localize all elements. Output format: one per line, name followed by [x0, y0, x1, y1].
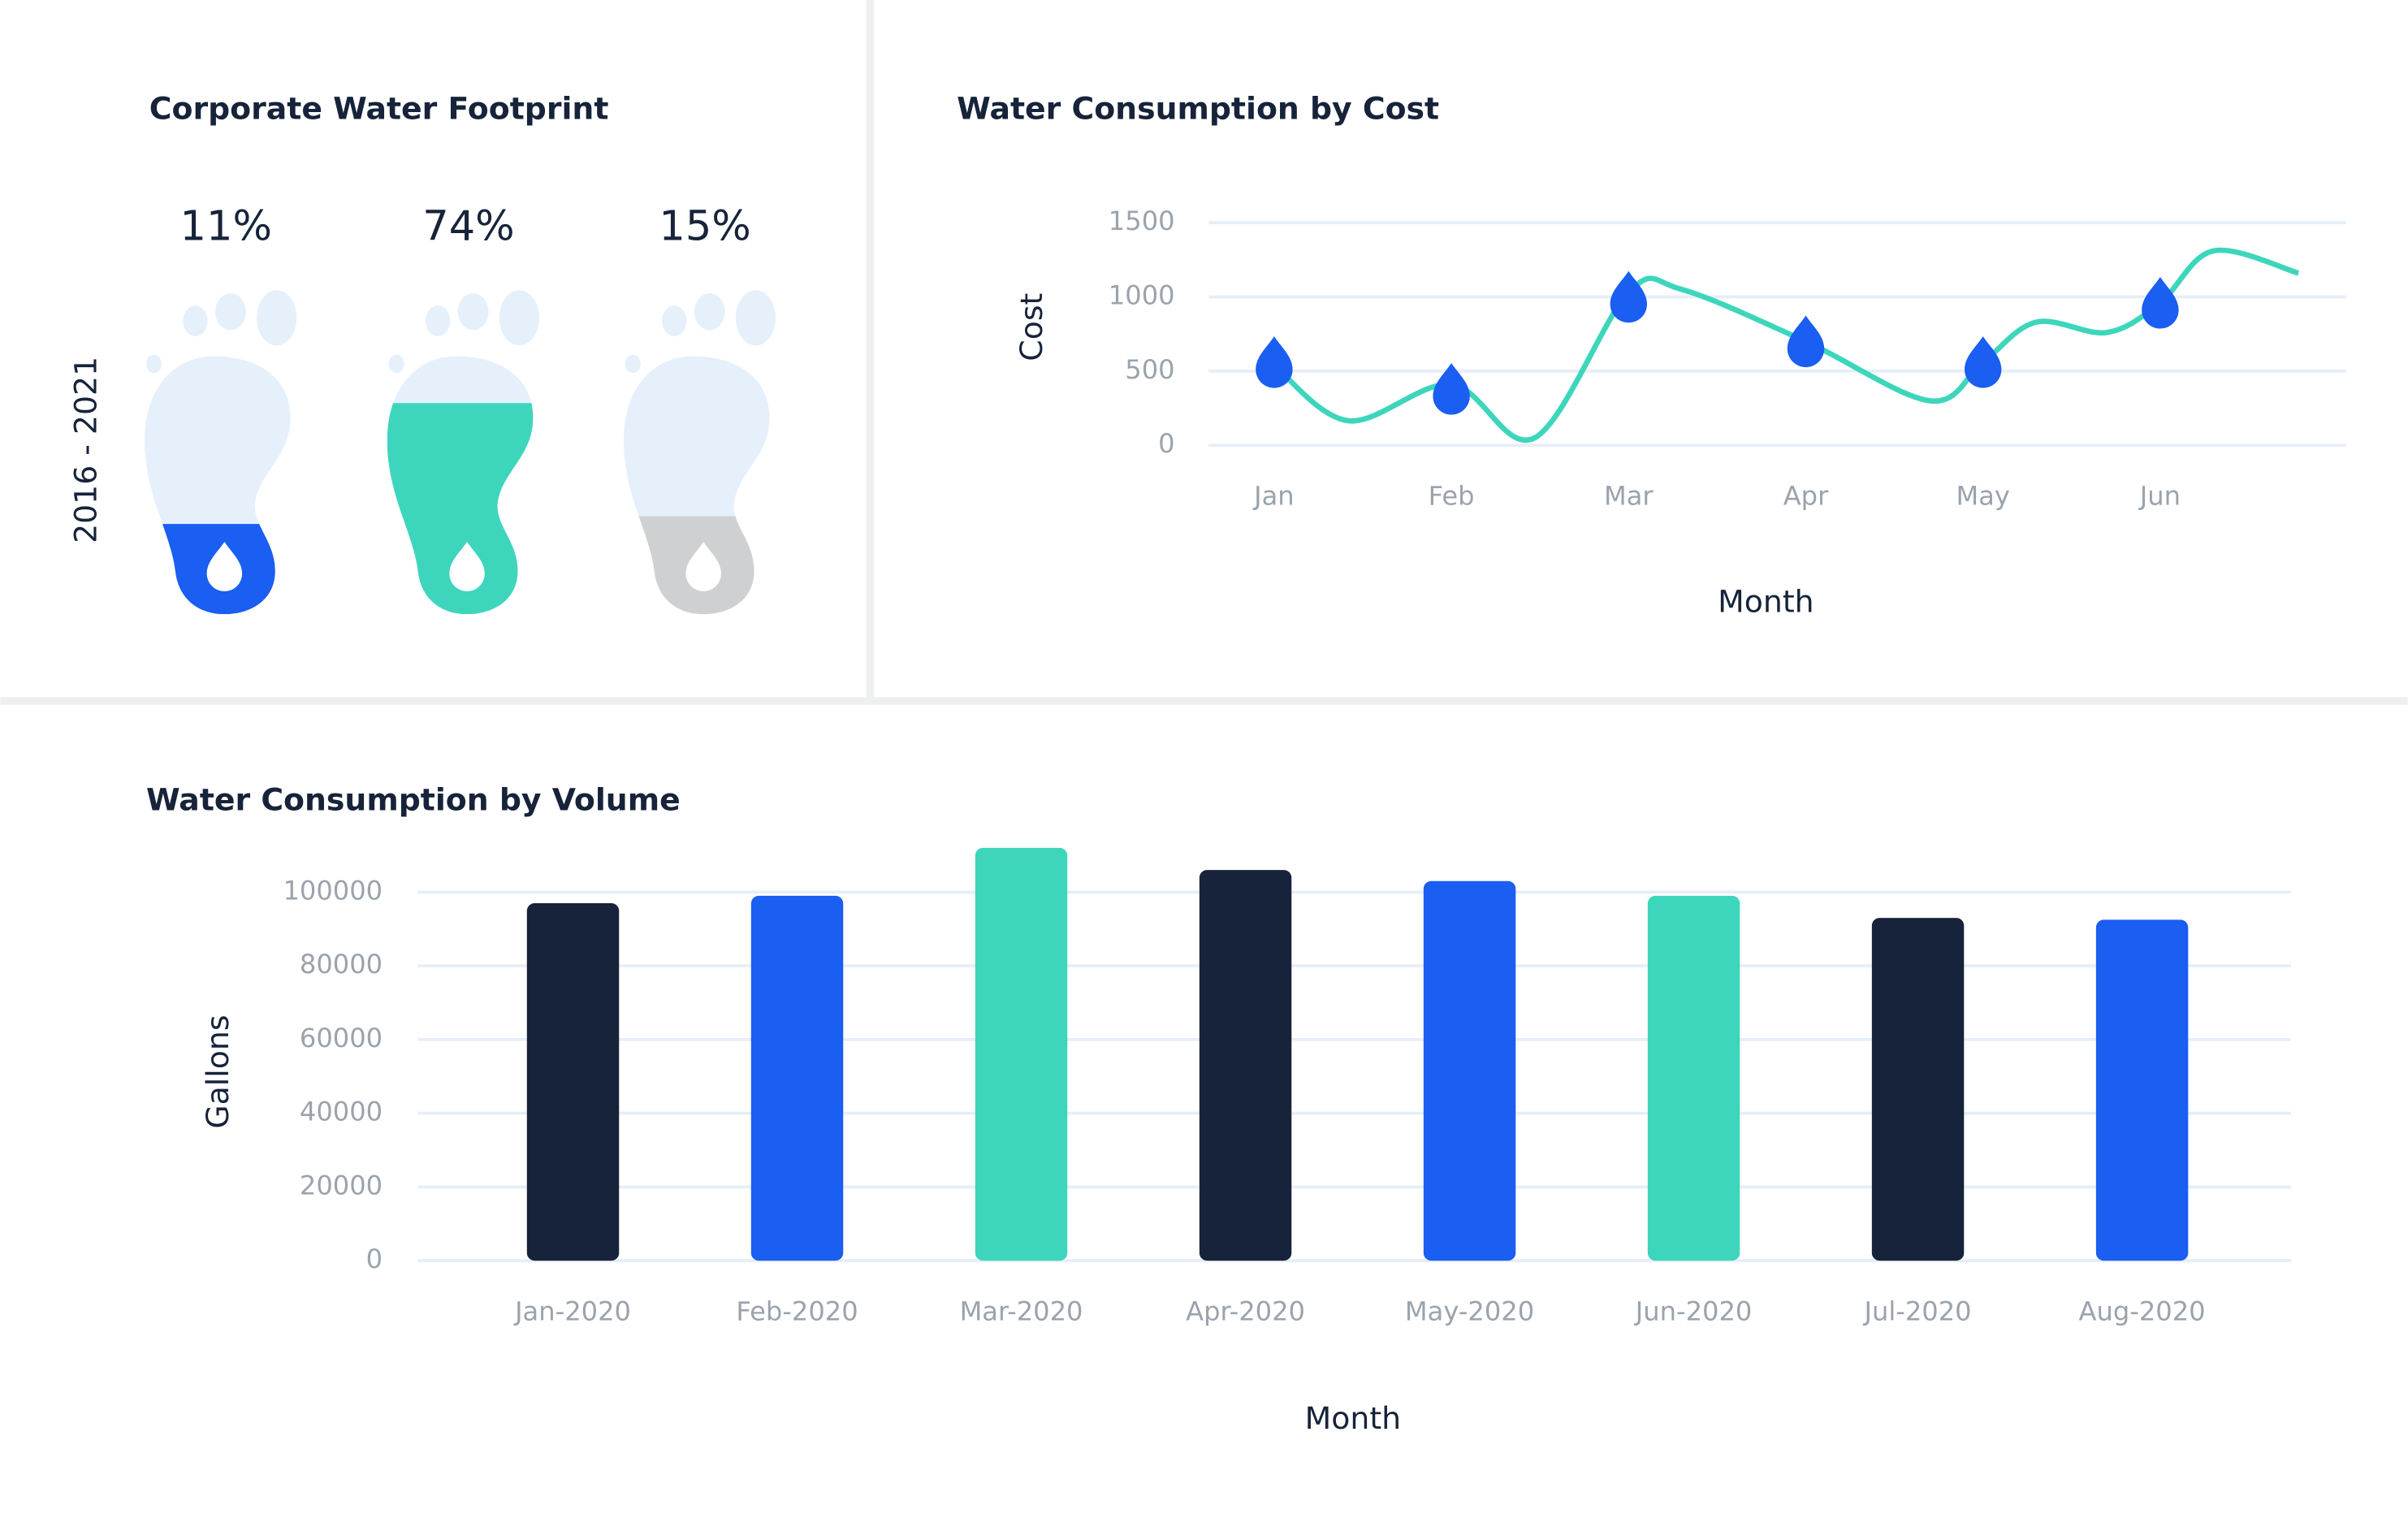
toe: [426, 305, 451, 337]
toe: [625, 354, 641, 374]
x-tick-label: Feb: [1429, 481, 1475, 512]
bar: [750, 895, 844, 1261]
y-tick-label: 100000: [283, 875, 383, 906]
toe: [257, 290, 297, 346]
y-axis-label: Cost: [1014, 293, 1049, 361]
y-tick-label: 0: [366, 1244, 383, 1274]
toe: [388, 354, 404, 374]
value-label: 74%: [422, 203, 514, 251]
bar: [1647, 895, 1740, 1261]
toe: [735, 290, 776, 346]
toe: [499, 290, 539, 346]
y-tick-label: 80000: [300, 949, 383, 980]
bar: [1871, 918, 1965, 1261]
y-axis-label: 2016 - 2021: [68, 357, 104, 543]
chart-title: Corporate Water Footprint: [149, 91, 609, 127]
chart-title: Water Consumption by Volume: [146, 781, 681, 817]
y-tick-label: 40000: [300, 1097, 383, 1127]
drop-marker: [1256, 336, 1293, 388]
drop-marker: [1787, 315, 1825, 368]
drop-marker: [1433, 363, 1470, 415]
x-tick-label: Feb-2020: [736, 1296, 858, 1326]
y-tick-label: 0: [1158, 428, 1174, 459]
divider: [0, 697, 2408, 705]
bar: [2095, 919, 2189, 1261]
drop-icon: [449, 542, 485, 592]
x-tick-label: Jun-2020: [1634, 1296, 1753, 1326]
toe: [457, 293, 489, 331]
x-tick-label: Apr: [1783, 481, 1829, 512]
drop-icon: [685, 542, 721, 592]
toe: [145, 354, 162, 374]
drop-marker: [2142, 277, 2179, 329]
y-tick-label: 1000: [1109, 279, 1175, 310]
bar: [1423, 880, 1516, 1261]
x-tick-label: Jan: [1252, 481, 1295, 512]
x-tick-label: Mar-2020: [960, 1296, 1083, 1326]
x-tick-label: Aug-2020: [2079, 1296, 2206, 1326]
chart-title: Water Consumption by Cost: [957, 91, 1439, 127]
y-tick-label: 60000: [300, 1023, 383, 1053]
y-tick-label: 500: [1125, 354, 1174, 385]
y-tick-label: 1500: [1109, 205, 1175, 236]
x-axis-label: Month: [1718, 583, 1814, 619]
x-tick-label: May: [1956, 481, 2009, 512]
x-tick-label: Jul-2020: [1863, 1296, 1972, 1326]
bar: [526, 902, 620, 1261]
x-tick-label: Jan-2020: [513, 1296, 631, 1326]
y-axis-label: Gallons: [200, 1014, 236, 1128]
value-label: 15%: [659, 203, 750, 251]
x-tick-label: Apr-2020: [1186, 1296, 1305, 1326]
divider: [866, 0, 875, 699]
drop-marker: [1610, 270, 1647, 323]
bar: [975, 847, 1068, 1261]
toe: [662, 305, 687, 337]
toe: [215, 293, 246, 331]
drop-marker: [1965, 336, 2002, 388]
drop-icon: [206, 542, 243, 592]
x-tick-label: May-2020: [1405, 1296, 1534, 1326]
x-tick-label: Mar: [1604, 481, 1654, 512]
footprint: [387, 290, 539, 615]
y-tick-label: 20000: [300, 1170, 383, 1200]
toe: [694, 293, 725, 331]
x-axis-label: Month: [1305, 1400, 1401, 1436]
x-tick-label: Jun: [2138, 481, 2181, 512]
value-label: 11%: [180, 203, 272, 251]
toe: [183, 305, 208, 337]
bar: [1199, 870, 1292, 1261]
